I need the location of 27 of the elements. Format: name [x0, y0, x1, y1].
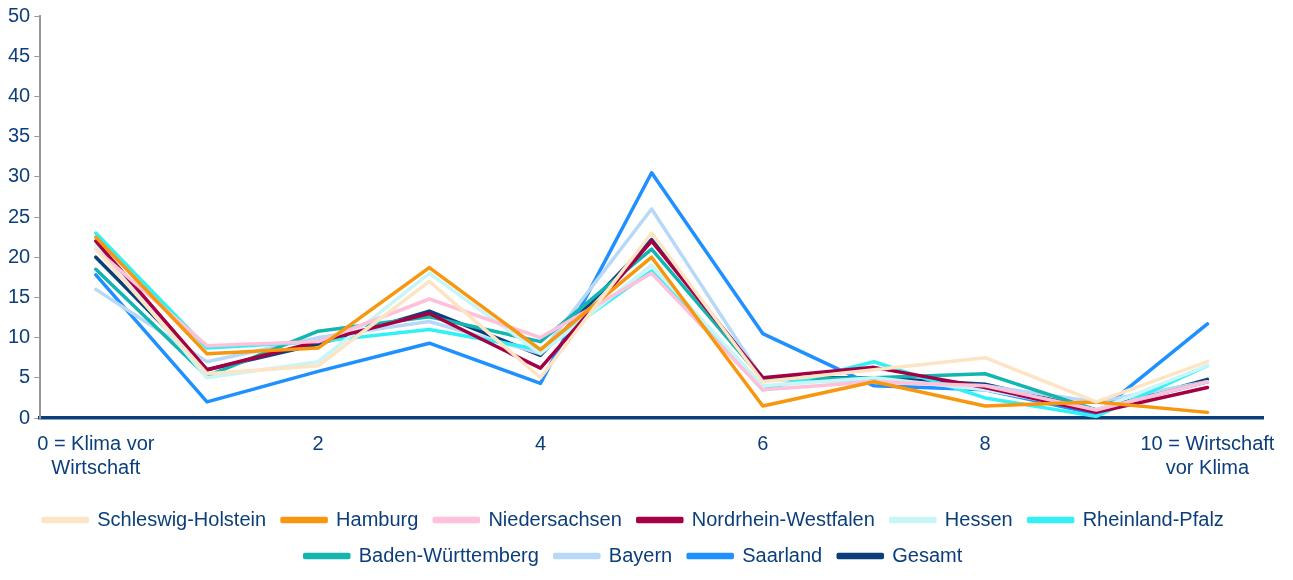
legend-label: Schleswig-Holstein	[97, 507, 267, 530]
legend-label: Gesamt	[892, 543, 963, 566]
legend-label: Nordrhein-Westfalen	[691, 507, 875, 530]
legend-label: Bayern	[608, 543, 673, 566]
x-tick-label: 4	[534, 431, 547, 454]
legend-label: Saarland	[742, 543, 823, 566]
legend-label: Hamburg	[336, 507, 419, 530]
y-tick-label: 25	[8, 204, 31, 227]
x-tick-label: 8	[979, 431, 991, 454]
y-tick-label: 40	[8, 83, 31, 106]
y-tick-label: 50	[8, 3, 31, 26]
y-tick-label: 15	[8, 284, 31, 307]
y-tick-label: 0	[19, 405, 31, 428]
y-tick-label: 20	[8, 244, 31, 267]
x-tick-label: 6	[757, 431, 769, 454]
legend-label: Rheinland-Pfalz	[1082, 507, 1224, 530]
legend-label: Baden-Württemberg	[358, 543, 539, 566]
x-tick-label: 10 = Wirtschaft vor Klima	[1140, 431, 1275, 478]
x-tick-label: 0 = Klima vor Wirtschaft	[37, 431, 155, 478]
y-tick-label: 45	[8, 43, 31, 66]
y-tick-label: 10	[8, 325, 31, 348]
y-tick-label: 35	[8, 124, 31, 147]
legend-label: Niedersachsen	[488, 507, 622, 530]
y-tick-label: 5	[19, 365, 31, 388]
y-tick-label: 30	[8, 164, 31, 187]
legend-label: Hessen	[944, 507, 1013, 530]
x-tick-label: 2	[312, 431, 324, 454]
